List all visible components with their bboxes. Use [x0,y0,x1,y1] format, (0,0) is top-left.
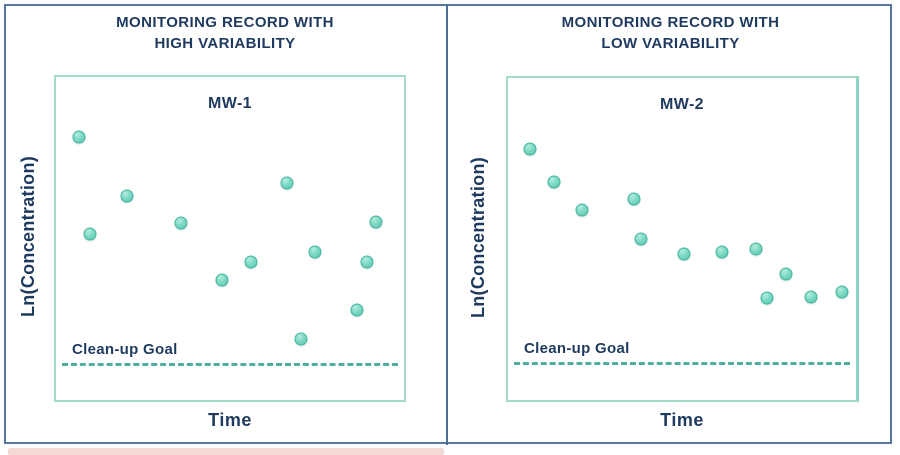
data-point [779,267,793,281]
panel-divider [446,4,448,445]
data-point [749,242,763,256]
panel-title: MONITORING RECORD WITH LOW VARIABILITY [448,12,893,54]
data-point [294,332,308,346]
plot-area-mw1: MW-1 Clean-up Goal [54,75,406,402]
plot-area-mw2: MW-2 Clean-up Goal [506,76,859,402]
data-point [835,285,849,299]
panel-title-line2: HIGH VARIABILITY [154,35,296,52]
data-point [174,216,188,230]
y-axis-label: Ln(Concentration) [6,75,52,398]
panel-low-variability: MONITORING RECORD WITH LOW VARIABILITY L… [448,4,893,445]
data-point [215,273,229,287]
panel-title: MONITORING RECORD WITH HIGH VARIABILITY [4,12,446,54]
panel-high-variability: MONITORING RECORD WITH HIGH VARIABILITY … [4,4,446,445]
well-label: MW-2 [660,96,704,113]
data-point [804,290,818,304]
well-label: MW-1 [208,95,252,112]
data-point [715,245,729,259]
data-point [120,189,134,203]
cleanup-goal-label: Clean-up Goal [72,340,178,358]
data-point [369,215,383,229]
y-axis-label: Ln(Concentration) [456,76,502,398]
data-point [244,255,258,269]
panel-title-line1: MONITORING RECORD WITH [561,14,780,31]
data-point [350,303,364,317]
data-point [547,175,561,189]
data-point [677,247,691,261]
data-point [627,192,641,206]
x-axis-label: Time [208,410,252,430]
data-point [575,203,589,217]
y-axis-label-text: Ln(Concentration) [18,155,39,318]
y-axis-label-text: Ln(Concentration) [468,156,489,318]
data-point [308,245,322,259]
cleanup-goal-label: Clean-up Goal [524,340,630,358]
data-point [83,227,97,241]
data-point [634,232,648,246]
panel-title-line2: LOW VARIABILITY [601,35,740,52]
panel-title-line1: MONITORING RECORD WITH [116,14,334,31]
x-axis-label: Time [660,410,704,430]
cleanup-goal-line: Clean-up Goal [514,340,850,366]
data-point [72,130,86,144]
data-point [280,176,294,190]
bottom-shadow-strip [8,448,444,455]
data-point [523,142,537,156]
cleanup-goal-line: Clean-up Goal [62,341,398,366]
data-point [360,255,374,269]
data-point [760,291,774,305]
